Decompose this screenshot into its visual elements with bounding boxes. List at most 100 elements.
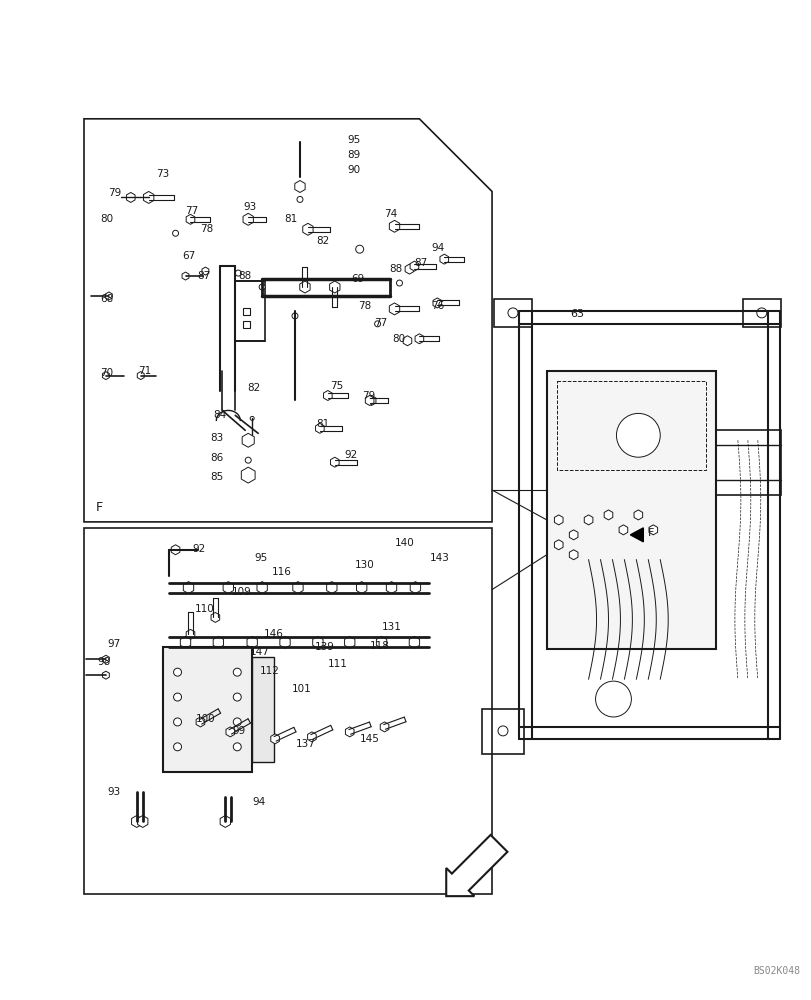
- Polygon shape: [180, 636, 191, 648]
- Polygon shape: [629, 528, 642, 542]
- Text: 87: 87: [197, 271, 210, 281]
- Text: 101: 101: [292, 684, 311, 694]
- Polygon shape: [344, 636, 354, 648]
- Text: 140: 140: [394, 538, 414, 548]
- Text: 98: 98: [97, 657, 110, 667]
- Polygon shape: [376, 636, 386, 648]
- Text: 88: 88: [389, 264, 402, 274]
- Text: 77: 77: [185, 206, 199, 216]
- Polygon shape: [402, 336, 411, 346]
- Text: 84: 84: [213, 410, 226, 420]
- Bar: [482, 709, 523, 754]
- Polygon shape: [299, 281, 310, 293]
- Polygon shape: [211, 612, 220, 622]
- Text: 131: 131: [381, 622, 401, 632]
- Circle shape: [616, 413, 659, 457]
- Text: 69: 69: [351, 274, 364, 284]
- Circle shape: [233, 693, 241, 701]
- Text: 85: 85: [210, 472, 223, 482]
- Polygon shape: [247, 636, 257, 648]
- Text: 77: 77: [373, 318, 386, 328]
- Polygon shape: [137, 815, 148, 827]
- Text: 75: 75: [329, 381, 343, 391]
- Text: 92: 92: [345, 450, 358, 460]
- Text: 146: 146: [264, 629, 284, 639]
- Text: 92: 92: [192, 544, 205, 554]
- Text: 74: 74: [384, 209, 397, 219]
- Text: 139: 139: [315, 642, 334, 652]
- Circle shape: [233, 743, 241, 751]
- Text: 94: 94: [252, 797, 265, 807]
- Polygon shape: [182, 272, 189, 280]
- Polygon shape: [603, 510, 612, 520]
- Bar: [243, 308, 250, 315]
- Bar: [742, 299, 779, 327]
- Text: 76: 76: [431, 301, 444, 311]
- Polygon shape: [554, 515, 562, 525]
- Text: 100: 100: [195, 714, 215, 724]
- Text: 90: 90: [347, 165, 360, 175]
- Polygon shape: [242, 433, 254, 447]
- Polygon shape: [410, 582, 420, 594]
- Text: 87: 87: [414, 258, 427, 268]
- Circle shape: [245, 457, 251, 463]
- Circle shape: [173, 230, 178, 236]
- Text: 80: 80: [392, 334, 406, 344]
- Polygon shape: [270, 734, 279, 744]
- Text: 88: 88: [238, 271, 251, 281]
- Text: 71: 71: [138, 366, 151, 376]
- Text: 68: 68: [100, 294, 113, 304]
- Bar: [252, 657, 274, 762]
- Text: 81: 81: [284, 214, 297, 224]
- Circle shape: [235, 270, 241, 276]
- Polygon shape: [220, 815, 230, 827]
- Polygon shape: [202, 267, 208, 275]
- Circle shape: [259, 284, 265, 290]
- Text: 116: 116: [272, 567, 292, 577]
- Polygon shape: [554, 540, 562, 550]
- Text: 79: 79: [361, 391, 375, 401]
- Circle shape: [355, 245, 363, 253]
- Bar: [235, 281, 265, 341]
- Text: 67: 67: [182, 251, 195, 261]
- Polygon shape: [648, 525, 657, 535]
- Circle shape: [756, 308, 766, 318]
- Circle shape: [497, 726, 508, 736]
- Bar: [162, 647, 252, 772]
- Text: 73: 73: [156, 169, 169, 179]
- Polygon shape: [105, 292, 112, 300]
- Text: 80: 80: [100, 214, 113, 224]
- Circle shape: [174, 718, 182, 726]
- Bar: [84, 528, 491, 894]
- Polygon shape: [293, 582, 303, 594]
- Polygon shape: [186, 629, 195, 639]
- Polygon shape: [242, 213, 253, 225]
- Text: 86: 86: [210, 453, 223, 463]
- Text: 82: 82: [247, 383, 260, 393]
- Polygon shape: [196, 717, 204, 727]
- Polygon shape: [144, 191, 153, 203]
- Polygon shape: [446, 835, 507, 896]
- Polygon shape: [367, 395, 375, 405]
- Polygon shape: [618, 525, 627, 535]
- Polygon shape: [127, 192, 135, 202]
- Text: 112: 112: [260, 666, 280, 676]
- Text: 89: 89: [347, 150, 361, 160]
- Polygon shape: [241, 467, 255, 483]
- Text: 111: 111: [328, 659, 347, 669]
- Circle shape: [396, 280, 402, 286]
- Bar: [493, 299, 531, 327]
- Polygon shape: [225, 727, 234, 737]
- Text: 70: 70: [100, 368, 113, 378]
- Text: F: F: [647, 528, 654, 538]
- Text: 137: 137: [296, 739, 315, 749]
- Text: 78: 78: [358, 301, 371, 311]
- Polygon shape: [102, 372, 109, 380]
- Polygon shape: [323, 391, 332, 400]
- Text: 95: 95: [347, 135, 361, 145]
- Text: 94: 94: [431, 243, 444, 253]
- Polygon shape: [414, 334, 423, 344]
- Text: 109: 109: [232, 587, 251, 597]
- Polygon shape: [365, 395, 374, 405]
- Polygon shape: [409, 636, 419, 648]
